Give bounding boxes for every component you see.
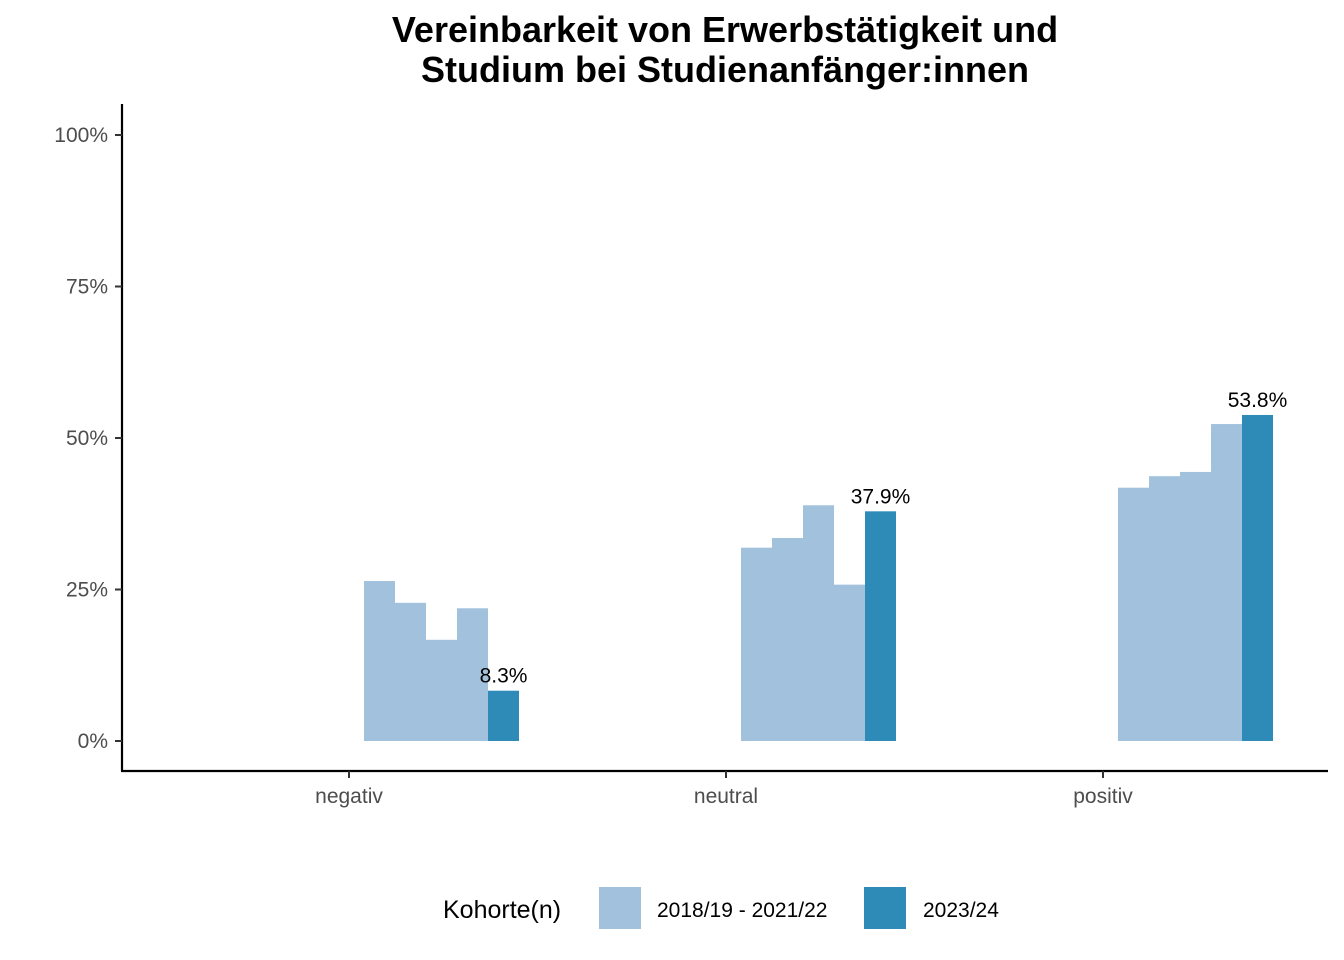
bar-neutral-2018-19	[741, 547, 772, 741]
data-label-negativ: 8.3%	[480, 665, 528, 688]
legend: Kohorte(n) 2018/19 - 2021/22 2023/24	[443, 887, 999, 929]
bar-positiv-2023-24	[1242, 414, 1273, 741]
legend-swatch-current	[864, 887, 906, 929]
bar-positiv-2020-21	[1180, 471, 1211, 741]
legend-title: Kohorte(n)	[443, 896, 561, 924]
y-tick-label: 100%	[54, 124, 108, 147]
y-tick-label: 75%	[66, 276, 108, 299]
x-tick-label: negativ	[315, 785, 383, 808]
bar-neutral-2020-21	[803, 505, 834, 741]
y-tick-label: 0%	[78, 730, 108, 753]
legend-label-current: 2023/24	[923, 899, 999, 922]
bar-neutral-2021-22	[834, 584, 865, 741]
bar-positiv-2021-22	[1211, 424, 1242, 741]
data-label-neutral: 37.9%	[851, 485, 911, 508]
bars	[364, 414, 1273, 741]
legend-label-past: 2018/19 - 2021/22	[657, 899, 827, 922]
y-axis: 0% 25% 50% 75% 100%	[54, 104, 124, 771]
y-tick-label: 25%	[66, 579, 108, 602]
data-labels: 8.3% 37.9% 53.8%	[480, 389, 1288, 688]
bar-neutral-2019-20	[772, 537, 803, 741]
legend-swatch-past	[599, 887, 641, 929]
bar-positiv-2018-19	[1118, 487, 1149, 741]
bar-negativ-2020-21	[426, 639, 457, 741]
bar-negativ-2021-22	[457, 608, 488, 741]
data-label-positiv: 53.8%	[1228, 389, 1288, 412]
bar-neutral-2023-24	[865, 511, 896, 741]
x-axis: negativ neutral positiv	[121, 769, 1328, 808]
bar-positiv-2019-20	[1149, 476, 1180, 741]
bar-negativ-2018-19	[364, 581, 395, 741]
bar-negativ-2023-24	[488, 690, 519, 741]
x-tick-label: neutral	[694, 785, 758, 808]
chart-title-line2: Studium bei Studienanfänger:innen	[421, 49, 1029, 90]
bar-negativ-2019-20	[395, 602, 426, 741]
chart-title: Vereinbarkeit von Erwerbstätigkeit und	[392, 9, 1058, 50]
x-tick-label: positiv	[1073, 785, 1133, 808]
y-tick-label: 50%	[66, 427, 108, 450]
